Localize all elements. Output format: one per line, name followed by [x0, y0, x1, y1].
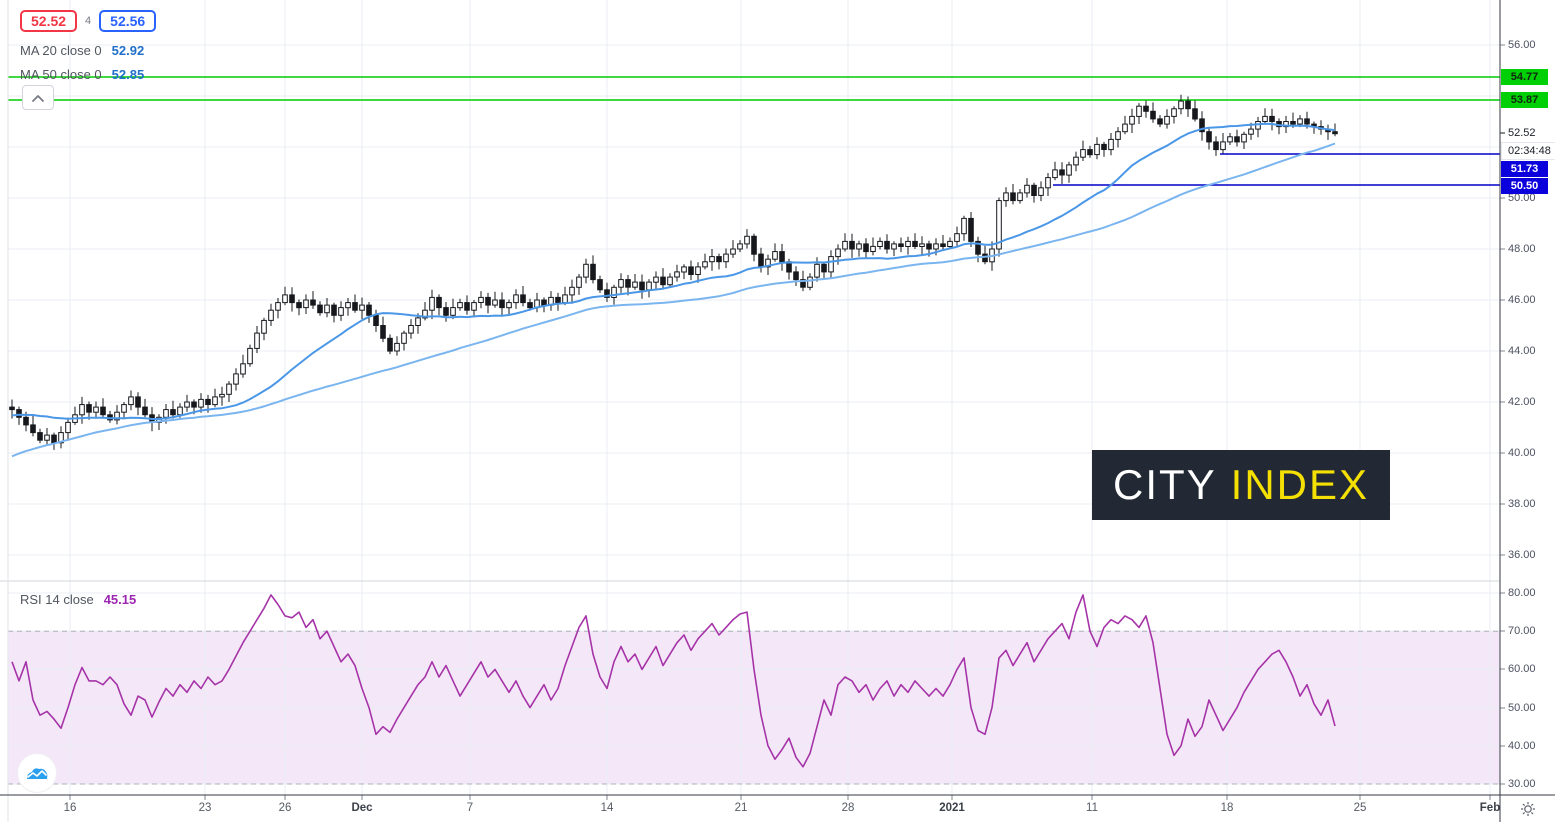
axis-tick-label: 30.00 — [1508, 778, 1536, 790]
logo-city-text: CITY — [1112, 461, 1217, 508]
axis-tick-label: 40.00 — [1508, 447, 1536, 459]
price-level-chip-green[interactable]: 54.77 — [1501, 69, 1548, 85]
axis-tick-label: 80.00 — [1508, 587, 1536, 599]
axis-tick-label: 42.00 — [1508, 396, 1536, 408]
axis-tick-label: 46.00 — [1508, 294, 1536, 306]
ma20-label: MA 20 close 0 — [20, 43, 102, 58]
logo-index-text: INDEX — [1230, 461, 1370, 508]
time-scale[interactable]: 16 23 26 Dec 7 14 21 28 2021 11 18 25 Feb — [0, 796, 1500, 822]
chart-watermark — [18, 754, 56, 792]
time-tick-label: 16 — [63, 802, 77, 814]
bar-countdown-label: 02:34:48 — [1501, 142, 1555, 160]
ma50-legend-row[interactable]: MA 50 close 0 52.85 — [20, 67, 156, 82]
time-tick-label: 2021 — [939, 802, 965, 814]
time-tick-label: 14 — [600, 802, 614, 814]
price-level-chip-blue[interactable]: 50.50 — [1501, 178, 1548, 194]
ma50-value: 52.85 — [111, 67, 145, 82]
axis-tick-label: 56.00 — [1508, 39, 1536, 51]
bid-price-box[interactable]: 52.52 — [20, 10, 78, 32]
rsi-legend-row[interactable]: RSI 14 close 45.15 — [20, 592, 136, 607]
axis-tick-label: 70.00 — [1508, 625, 1536, 637]
time-tick-label: 28 — [841, 802, 855, 814]
ma20-legend-row[interactable]: MA 20 close 0 52.92 — [20, 43, 156, 58]
price-level-chip-green[interactable]: 53.87 — [1501, 92, 1548, 108]
axis-tick-label: 40.00 — [1508, 740, 1536, 752]
quote-row: 52.52 4 52.56 — [20, 8, 157, 34]
current-price-label: 52.52 — [1508, 127, 1536, 139]
axis-tick-label: 36.00 — [1508, 549, 1536, 561]
gear-icon — [1520, 802, 1535, 816]
time-tick-label: 11 — [1086, 802, 1098, 814]
axis-tick-label: 50.00 — [1508, 192, 1536, 204]
rsi-legend: RSI 14 close 45.15 — [20, 592, 136, 607]
axis-tick-label: 38.00 — [1508, 498, 1536, 510]
spread-value: 4 — [85, 15, 92, 27]
rsi-value: 45.15 — [103, 592, 137, 607]
time-tick-label: 23 — [198, 802, 212, 814]
price-legend: 52.52 4 52.56 MA 20 close 0 52.92 MA 50 c… — [20, 8, 157, 82]
ma50-label: MA 50 close 0 — [20, 67, 102, 82]
time-tick-label: 25 — [1353, 802, 1367, 814]
ask-price-box[interactable]: 52.56 — [99, 10, 157, 32]
axis-tick-label: 48.00 — [1508, 243, 1536, 255]
price-level-chip-blue[interactable]: 51.73 — [1501, 161, 1548, 177]
time-tick-label: Dec — [351, 802, 373, 814]
axis-tick-label: 50.00 — [1508, 702, 1536, 714]
mountain-chart-icon — [27, 768, 48, 779]
city-index-watermark: CITY INDEX — [1092, 450, 1390, 520]
time-tick-label: 21 — [734, 802, 748, 814]
rsi-label: RSI 14 close — [20, 592, 94, 607]
collapse-panel-button[interactable] — [22, 85, 54, 110]
axis-tick-label: 44.00 — [1508, 345, 1536, 357]
time-tick-label: 18 — [1220, 802, 1234, 814]
scale-settings[interactable] — [1500, 796, 1555, 822]
axis-tick-label: 60.00 — [1508, 663, 1536, 675]
ma20-value: 52.92 — [111, 43, 145, 58]
chevron-up-icon — [32, 94, 44, 102]
time-tick-label: 26 — [278, 802, 292, 814]
time-tick-label: Feb — [1479, 802, 1500, 814]
time-tick-label: 7 — [466, 802, 474, 814]
price-scale[interactable]: 56.00 50.00 48.00 46.00 44.00 42.00 40.00 38.00… — [1500, 0, 1555, 795]
